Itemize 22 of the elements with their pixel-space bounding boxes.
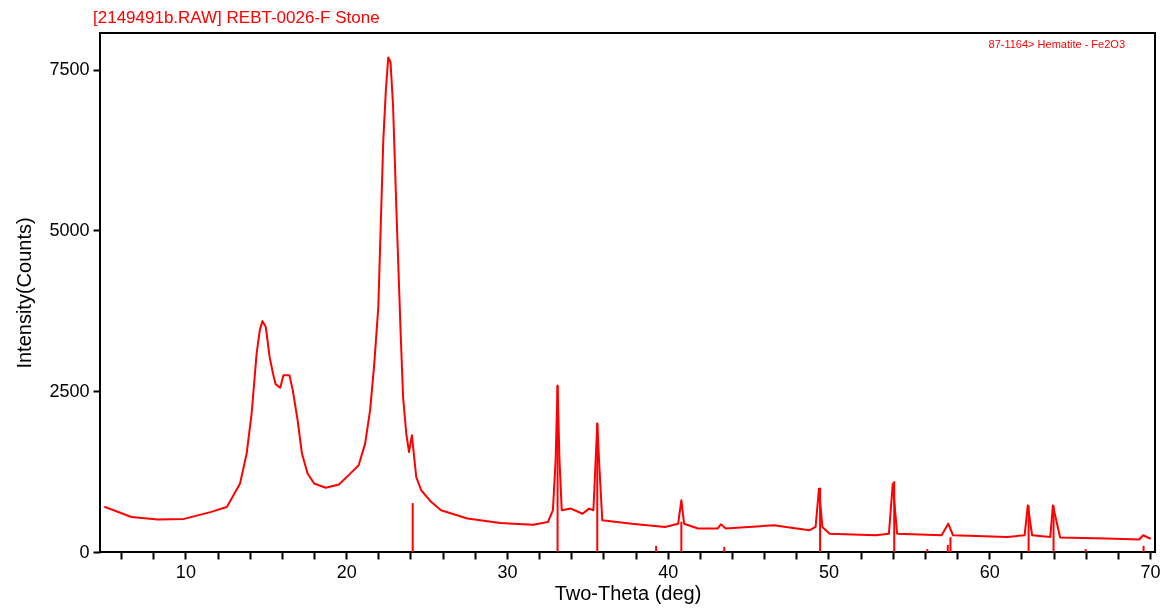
x-tick-label: 10	[175, 561, 196, 582]
bar	[949, 537, 952, 552]
y-axis-title: Intensity(Counts)	[13, 217, 36, 369]
x-tick-label: 50	[818, 561, 839, 582]
bar	[1142, 545, 1145, 552]
bar	[1084, 549, 1087, 552]
x-axis-title: Two-Theta (deg)	[554, 581, 702, 604]
chart-title: [2149491b.RAW] REBT-0026-F Stone	[93, 8, 380, 27]
y-tick-label: 2500	[49, 380, 90, 401]
annotation: 87-1164> Hematite - Fe2O3	[988, 38, 1125, 50]
x-tick-label: 30	[497, 561, 518, 582]
bar	[723, 546, 726, 552]
y-tick-label: 0	[79, 541, 90, 562]
x-tick-label: 60	[979, 561, 1000, 582]
x-tick-label: 20	[336, 561, 357, 582]
x-tick-label: 70	[1140, 561, 1161, 582]
bar	[655, 545, 658, 552]
bar	[926, 549, 929, 552]
y-tick-label: 7500	[49, 59, 90, 80]
x-tick-label: 40	[658, 561, 679, 582]
y-tick-label: 5000	[49, 219, 90, 240]
bar	[411, 503, 414, 552]
